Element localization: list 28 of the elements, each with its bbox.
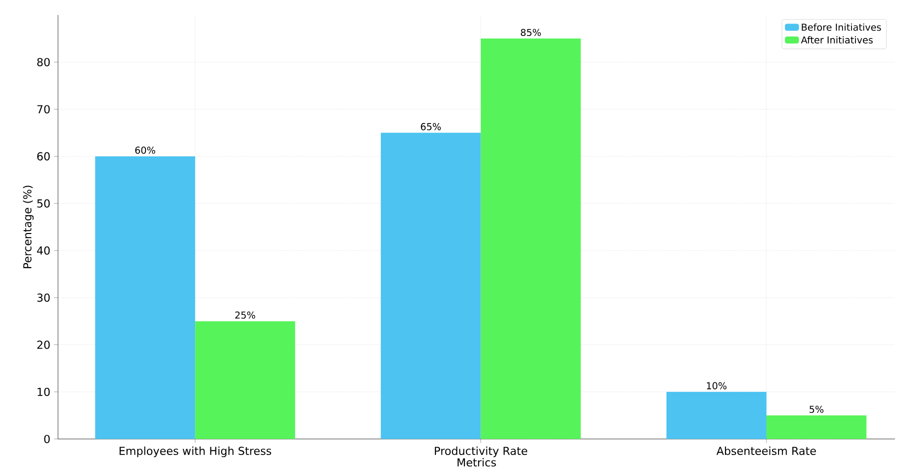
data-label: 25% xyxy=(235,311,256,319)
x-tick-label: Employees with High Stress xyxy=(120,446,272,458)
data-label: 85% xyxy=(520,28,541,36)
data-label: 5% xyxy=(810,406,824,413)
bar xyxy=(380,132,481,439)
data-label: 60% xyxy=(135,146,156,154)
x-tick-label: Productivity Rate xyxy=(434,446,528,458)
x-tick-label: Absenteeism Rate xyxy=(716,446,816,456)
y-tick-label: 60 xyxy=(37,152,50,160)
x-axis-title: Metrics xyxy=(458,458,496,467)
y-tick-label: 10 xyxy=(38,388,50,396)
y-tick-label: 40 xyxy=(37,246,50,255)
bar xyxy=(480,38,581,439)
y-tick-label: 20 xyxy=(37,340,50,349)
y-tick-label: 80 xyxy=(37,58,50,66)
bar xyxy=(766,415,866,439)
bar xyxy=(95,156,196,439)
y-tick-label: 50 xyxy=(37,199,50,208)
data-label: 10% xyxy=(706,382,726,390)
bar xyxy=(666,392,766,439)
y-tick-label: 30 xyxy=(37,294,50,302)
y-tick-label: 70 xyxy=(37,105,50,114)
legend-label: After Initiatives xyxy=(801,36,873,44)
y-tick-label: 0 xyxy=(44,434,50,444)
y-axis-title: Percentage (%) xyxy=(22,186,34,268)
data-label: 65% xyxy=(420,123,441,130)
bar xyxy=(195,321,296,439)
legend-label: Before Initiatives xyxy=(802,23,881,31)
